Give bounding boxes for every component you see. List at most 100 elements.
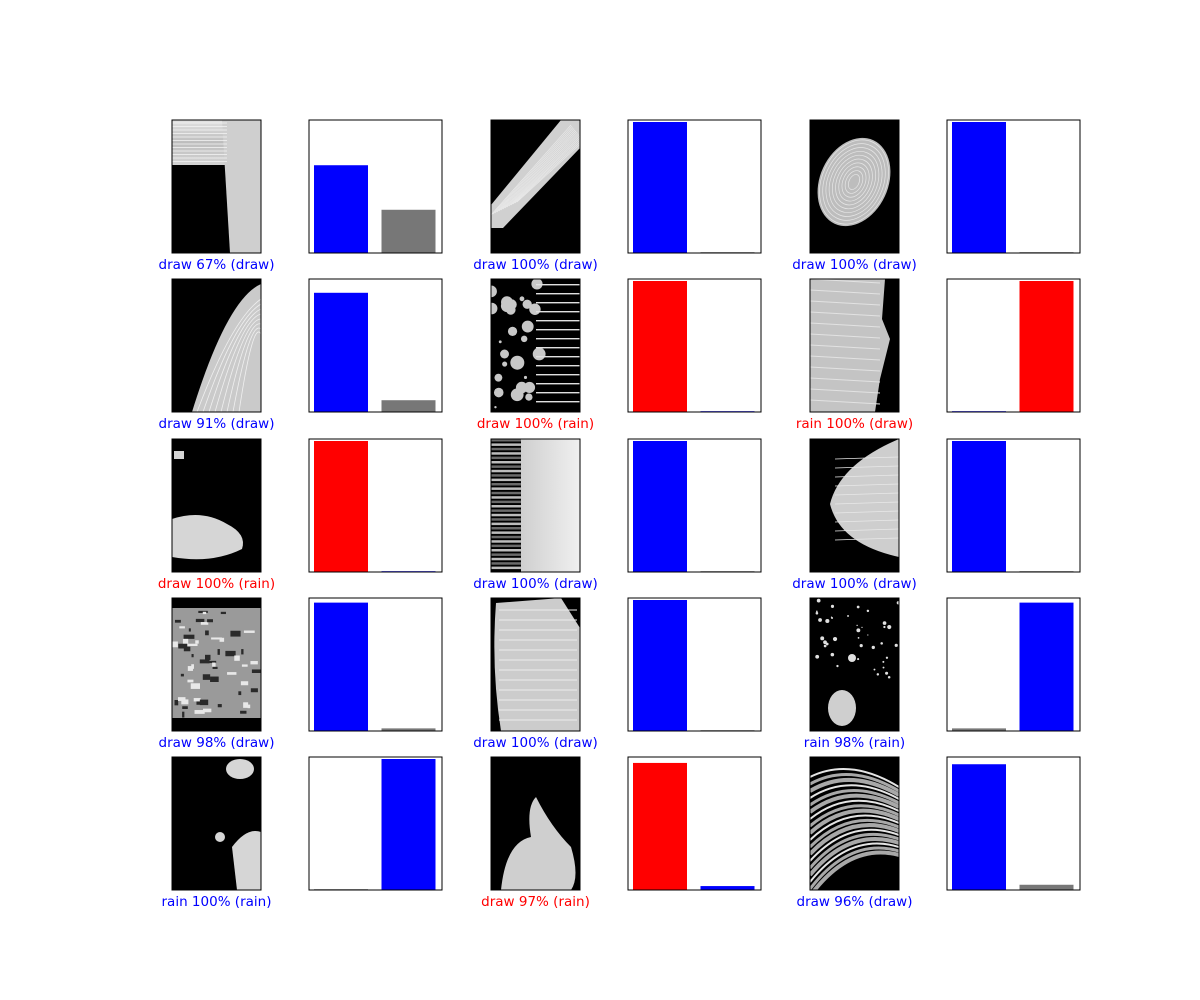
probability-bar-chart bbox=[308, 278, 443, 413]
image-frame bbox=[809, 438, 900, 573]
bar-axes-frame bbox=[627, 278, 762, 413]
bar-axes-frame bbox=[308, 119, 443, 254]
probability-bar-chart bbox=[627, 119, 762, 254]
sample-image bbox=[809, 119, 900, 254]
texture-shapes bbox=[491, 279, 580, 409]
probability-bar-draw bbox=[314, 441, 368, 572]
probability-bar-rain bbox=[381, 728, 436, 731]
texture-shapes bbox=[494, 598, 580, 731]
probability-bar-draw bbox=[314, 602, 368, 731]
probability-bar-chart bbox=[627, 278, 762, 413]
sample-image bbox=[809, 278, 900, 413]
image-frame bbox=[809, 597, 900, 732]
bar-axes-frame bbox=[946, 597, 1081, 732]
image-frame bbox=[809, 119, 900, 254]
probability-bar-chart bbox=[308, 756, 443, 891]
probability-bar-chart bbox=[946, 597, 1081, 732]
probability-bar-draw bbox=[952, 764, 1006, 890]
sample-cell: draw 100% (draw) bbox=[473, 597, 762, 751]
sample-image bbox=[171, 119, 262, 254]
prediction-caption: draw 100% (draw) bbox=[792, 576, 917, 592]
sample-image bbox=[490, 278, 581, 413]
prediction-caption: draw 100% (draw) bbox=[473, 735, 598, 751]
probability-bar-rain bbox=[1019, 884, 1074, 890]
probability-bar-chart bbox=[627, 438, 762, 573]
sample-image bbox=[490, 597, 581, 732]
prediction-caption: draw 100% (draw) bbox=[792, 257, 917, 273]
bar-axes-frame bbox=[627, 438, 762, 573]
probability-bar-draw bbox=[314, 165, 368, 253]
texture-shapes bbox=[815, 598, 899, 726]
bar-axes-frame bbox=[308, 278, 443, 413]
bar-axes-frame bbox=[627, 597, 762, 732]
prediction-caption: draw 96% (draw) bbox=[797, 894, 913, 910]
probability-bar-chart bbox=[308, 597, 443, 732]
probability-bar-draw bbox=[633, 281, 687, 412]
sample-cell: draw 100% (rain) bbox=[477, 278, 762, 432]
texture-shapes bbox=[810, 279, 890, 412]
probability-bar-chart bbox=[627, 756, 762, 891]
sample-image bbox=[490, 119, 581, 254]
sample-cell: draw 100% (draw) bbox=[473, 119, 762, 273]
sample-cell: draw 100% (draw) bbox=[792, 438, 1081, 592]
image-frame bbox=[809, 278, 900, 413]
prediction-caption: draw 67% (draw) bbox=[159, 257, 275, 273]
image-frame bbox=[490, 597, 581, 732]
sample-cell: draw 100% (draw) bbox=[473, 438, 762, 592]
probability-bar-draw bbox=[952, 122, 1006, 253]
probability-bar-chart bbox=[627, 597, 762, 732]
sample-cell: draw 67% (draw) bbox=[159, 119, 443, 273]
bar-axes-frame bbox=[946, 278, 1081, 413]
sample-image bbox=[490, 756, 581, 891]
texture-shapes bbox=[192, 284, 261, 412]
sample-image bbox=[171, 756, 262, 891]
probability-bar-draw bbox=[952, 441, 1006, 572]
image-frame bbox=[171, 756, 262, 891]
bar-axes-frame bbox=[308, 438, 443, 573]
texture-shapes bbox=[501, 797, 576, 890]
image-frame bbox=[490, 278, 581, 413]
image-frame bbox=[171, 119, 262, 254]
sample-image bbox=[809, 597, 900, 732]
texture-shapes bbox=[810, 768, 899, 890]
probability-bar-chart bbox=[946, 756, 1081, 891]
prediction-caption: draw 98% (draw) bbox=[159, 735, 275, 751]
probability-bar-draw bbox=[314, 292, 368, 412]
bar-axes-frame bbox=[627, 756, 762, 891]
probability-bar-chart bbox=[308, 438, 443, 573]
texture-shapes bbox=[830, 439, 899, 557]
bar-axes-frame bbox=[308, 756, 443, 891]
prediction-caption: draw 100% (draw) bbox=[473, 257, 598, 273]
prediction-caption: rain 98% (rain) bbox=[804, 735, 905, 751]
texture-shapes bbox=[172, 608, 261, 718]
probability-bar-rain bbox=[381, 209, 436, 253]
sample-image bbox=[809, 756, 900, 891]
bar-axes-frame bbox=[308, 597, 443, 732]
sample-cell: rain 98% (rain) bbox=[804, 597, 1081, 751]
image-frame bbox=[171, 278, 262, 413]
texture-shapes bbox=[817, 137, 891, 227]
bar-axes-frame bbox=[946, 756, 1081, 891]
prediction-caption: draw 100% (rain) bbox=[477, 416, 594, 432]
sample-cell: draw 100% (draw) bbox=[792, 119, 1081, 273]
prediction-caption: draw 100% (rain) bbox=[158, 576, 275, 592]
image-frame bbox=[171, 597, 262, 732]
image-frame bbox=[490, 756, 581, 891]
prediction-caption: rain 100% (draw) bbox=[796, 416, 913, 432]
image-frame bbox=[490, 119, 581, 254]
probability-bar-draw bbox=[633, 600, 687, 731]
sample-cell: draw 100% (rain) bbox=[158, 438, 443, 592]
image-frame bbox=[809, 756, 900, 891]
prediction-caption: draw 91% (draw) bbox=[159, 416, 275, 432]
probability-bar-draw bbox=[952, 728, 1006, 731]
texture-shapes bbox=[491, 120, 580, 228]
probability-bar-rain bbox=[381, 400, 436, 412]
texture-shapes bbox=[172, 451, 243, 560]
bar-axes-frame bbox=[946, 438, 1081, 573]
probability-bar-chart bbox=[946, 438, 1081, 573]
probability-bar-draw bbox=[633, 441, 687, 572]
prediction-caption: draw 97% (rain) bbox=[481, 894, 590, 910]
texture-shapes bbox=[172, 120, 261, 253]
bar-axes-frame bbox=[946, 119, 1081, 254]
